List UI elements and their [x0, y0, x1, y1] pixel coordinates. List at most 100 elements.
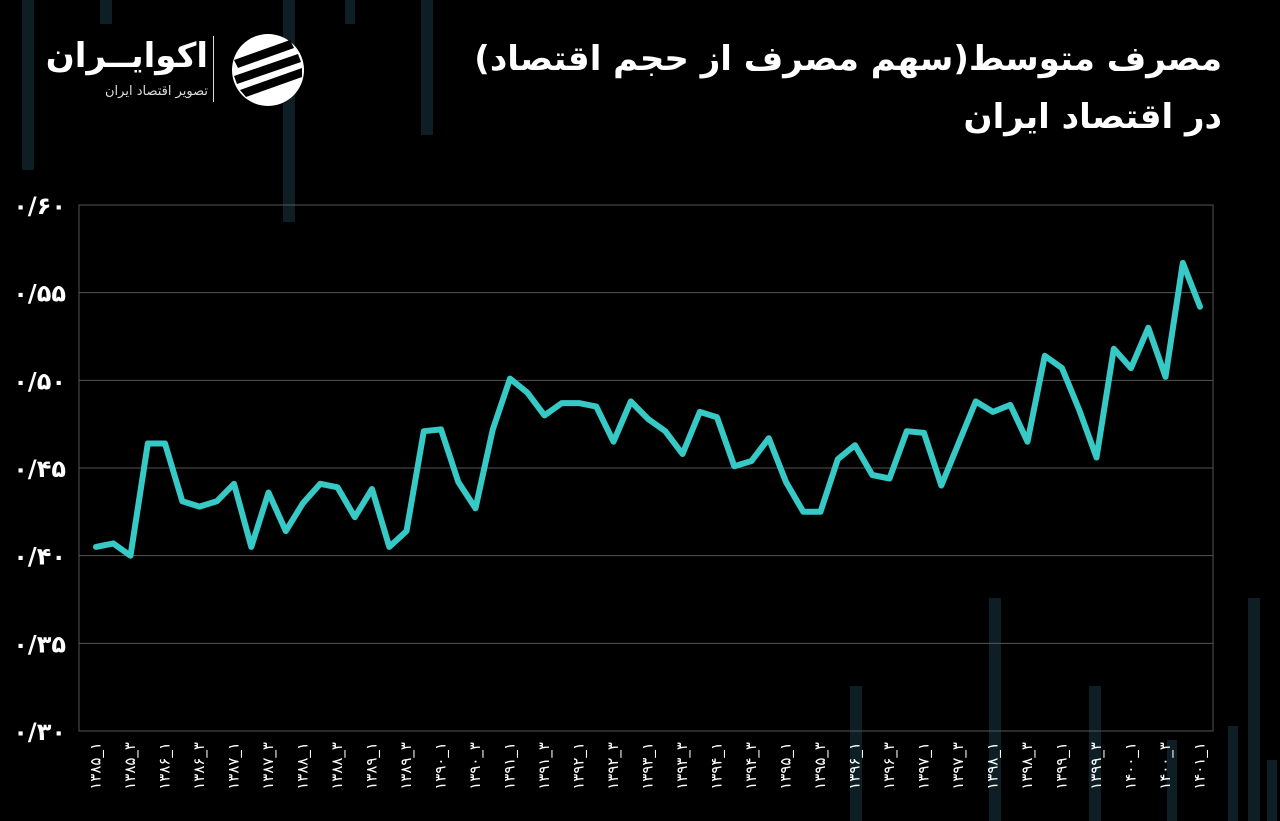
- data-point: [524, 390, 530, 396]
- brand-logo: اکوایــران تصویر اقتصاد ایران: [40, 28, 320, 118]
- x-tick-label: ۱۳۹۵_۱: [777, 742, 796, 790]
- data-point: [145, 440, 151, 446]
- background-bar: [1267, 760, 1277, 821]
- data-point: [1007, 402, 1013, 408]
- data-point: [542, 412, 547, 418]
- data-point: [800, 509, 806, 515]
- x-tick-label: ۱۳۹۷_۳: [949, 742, 968, 790]
- series-line: [93, 259, 1203, 559]
- data-point: [559, 400, 565, 406]
- brand-tagline: تصویر اقتصاد ایران: [105, 84, 208, 99]
- background-bar: [850, 686, 862, 821]
- data-point: [317, 481, 323, 487]
- x-tick-label: ۱۳۹۵_۳: [811, 742, 830, 790]
- x-tick-label: ۱۳۸۷_۳: [259, 742, 278, 790]
- data-point: [611, 439, 616, 445]
- data-point: [697, 409, 703, 415]
- chart-grid: [78, 204, 1214, 732]
- y-axis: ۰/۳۰ ۰/۳۵ ۰/۴۰ ۰/۴۵ ۰/۵۰ ۰/۵۵ ۰/۶۰: [13, 192, 66, 746]
- x-tick-label: ۱۳۹۹_۳: [1087, 742, 1106, 790]
- data-point: [179, 498, 185, 504]
- data-point: [197, 504, 202, 510]
- y-tick-label: ۰/۳۰: [13, 718, 66, 746]
- x-tick-label: ۱۳۹۶_۳: [880, 742, 899, 790]
- data-point: [231, 481, 237, 487]
- data-point: [645, 416, 651, 422]
- data-point: [300, 500, 306, 506]
- x-tick-label: ۱۳۸۹_۳: [397, 742, 416, 790]
- x-tick-label: ۱۴۰۰_۱: [1122, 742, 1141, 790]
- data-point: [455, 479, 461, 485]
- data-point: [1076, 407, 1082, 413]
- background-bar: [1228, 726, 1238, 821]
- data-point: [283, 528, 289, 534]
- x-tick-label: ۱۳۸۶_۳: [190, 742, 209, 790]
- data-point: [869, 472, 875, 478]
- data-point: [749, 458, 754, 464]
- data-point: [766, 435, 772, 441]
- data-point: [1025, 439, 1030, 445]
- data-point: [248, 544, 254, 550]
- x-tick-label: ۱۳۹۱_۳: [535, 742, 554, 790]
- x-tick-label: ۱۳۹۷_۱: [915, 742, 934, 790]
- x-tick-label: ۱۳۹۱_۱: [501, 742, 520, 790]
- data-point: [404, 528, 409, 534]
- data-point: [1094, 454, 1099, 460]
- x-tick-label: ۱۴۰۱_۱: [1191, 742, 1210, 790]
- x-tick-label: ۱۳۹۶_۱: [846, 742, 865, 790]
- data-point: [1145, 325, 1151, 331]
- data-point: [576, 400, 582, 406]
- x-tick-label: ۱۳۹۸_۱: [984, 742, 1003, 790]
- y-tick-label: ۰/۳۵: [13, 630, 66, 658]
- data-point: [887, 476, 892, 482]
- data-point: [335, 484, 340, 490]
- data-point: [507, 376, 513, 382]
- background-bar: [421, 0, 433, 135]
- data-point: [835, 456, 841, 462]
- x-tick-label: ۱۳۹۳_۱: [639, 742, 658, 790]
- background-bar: [345, 0, 355, 24]
- x-tick-label: ۱۳۹۸_۳: [1018, 742, 1037, 790]
- x-axis: ۱۳۸۵_۱ ۱۳۸۵_۳ ۱۳۸۶_۱ ۱۳۸۶_۳ ۱۳۸۷_۱ ۱۳۸۷_۳ ۱۳۸۸…: [87, 742, 1210, 790]
- data-point: [93, 544, 99, 550]
- background-bar: [989, 598, 1001, 821]
- data-point: [352, 514, 358, 520]
- x-tick-label: ۱۳۹۳_۳: [673, 742, 692, 790]
- data-point: [369, 486, 375, 492]
- data-point: [473, 505, 478, 511]
- data-point: [1197, 304, 1203, 310]
- data-point: [1111, 346, 1117, 352]
- x-tick-label: ۱۳۸۶_۱: [156, 742, 175, 790]
- y-tick-label: ۰/۶۰: [13, 192, 66, 220]
- x-tick-label: ۱۳۸۷_۱: [225, 742, 244, 790]
- data-point: [714, 414, 720, 420]
- data-point: [1042, 353, 1048, 359]
- data-point: [628, 398, 634, 404]
- data-point: [386, 544, 392, 550]
- logo-divider: [213, 36, 214, 102]
- data-point: [921, 430, 927, 436]
- data-point: [110, 540, 116, 546]
- background-bar: [1248, 598, 1260, 821]
- background-bar: [1089, 686, 1101, 821]
- data-point: [956, 440, 961, 446]
- y-tick-label: ۰/۵۵: [13, 280, 66, 308]
- x-tick-label: ۱۳۸۹_۱: [363, 742, 382, 790]
- series-points: [93, 260, 1203, 559]
- data-point: [662, 428, 668, 434]
- data-point: [938, 483, 944, 489]
- brand-name: اکوایــران: [45, 36, 208, 76]
- data-point: [1128, 365, 1134, 371]
- y-tick-label: ۰/۴۰: [13, 543, 66, 571]
- x-tick-label: ۱۳۹۲_۱: [570, 742, 589, 790]
- data-point: [214, 498, 220, 504]
- background-bar: [1167, 740, 1177, 821]
- data-point: [490, 426, 496, 432]
- y-tick-label: ۰/۵۰: [13, 367, 66, 395]
- x-tick-label: ۱۳۸۸_۱: [294, 742, 313, 790]
- x-tick-label: ۱۳۹۲_۳: [604, 742, 623, 790]
- data-point: [1163, 374, 1168, 380]
- data-point: [783, 479, 789, 485]
- data-point: [680, 451, 685, 457]
